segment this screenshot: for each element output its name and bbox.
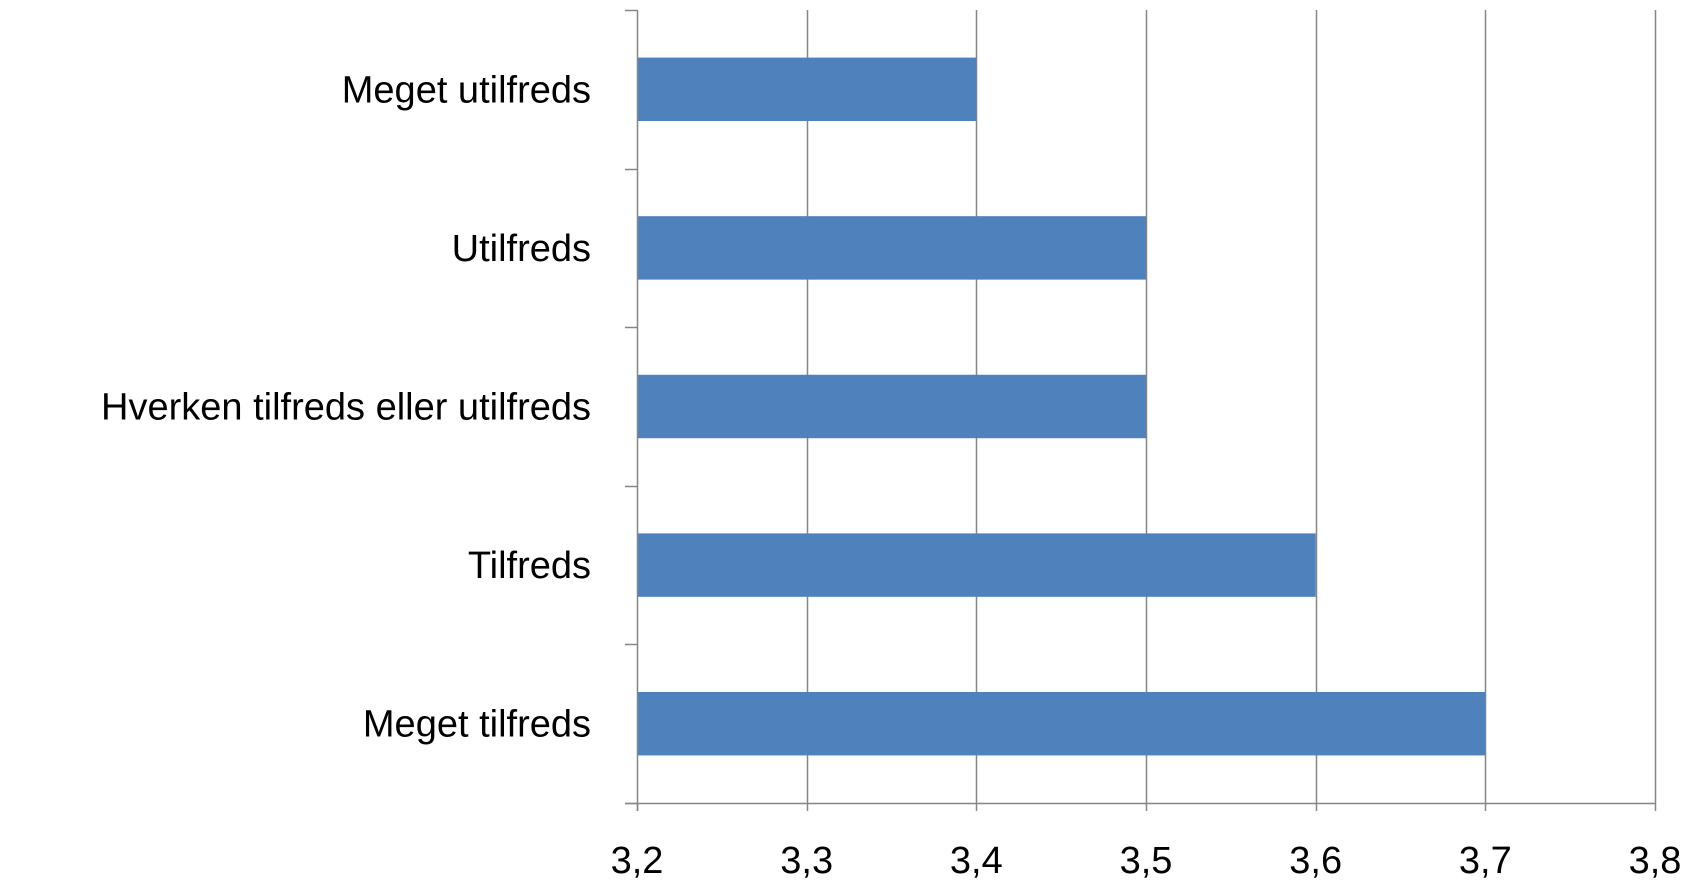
bar-meget-utilfreds [637,57,977,122]
bars [637,57,1486,756]
category-label: Hverken tilfreds eller utilfreds [101,387,591,429]
x-tick-label: 3,7 [1459,840,1512,882]
category-label: Utilfreds [452,228,591,270]
category-label: Meget tilfreds [363,704,591,746]
x-tick-label: 3,2 [611,840,664,882]
x-tick-label: 3,3 [780,840,833,882]
category-labels: Meget utilfreds Utilfreds Hverken tilfreds… [101,69,591,745]
x-tick-label: 3,8 [1629,840,1682,882]
gridlines [806,10,1657,803]
category-label: Tilfreds [468,545,591,587]
bar-tilfreds [637,533,1316,597]
bar-hverken-tilfreds-eller-utilfreds [637,374,1146,439]
bar-utilfreds [637,216,1146,280]
axes [625,9,1657,811]
category-label: Meget utilfreds [342,69,591,111]
bar-meget-tilfreds [637,691,1486,756]
x-tick-label: 3,6 [1289,840,1342,882]
x-tick-labels: 3,2 3,3 3,4 3,5 3,6 3,7 3,8 [611,840,1682,882]
x-tick-label: 3,5 [1120,840,1173,882]
x-tick-label: 3,4 [950,840,1003,882]
